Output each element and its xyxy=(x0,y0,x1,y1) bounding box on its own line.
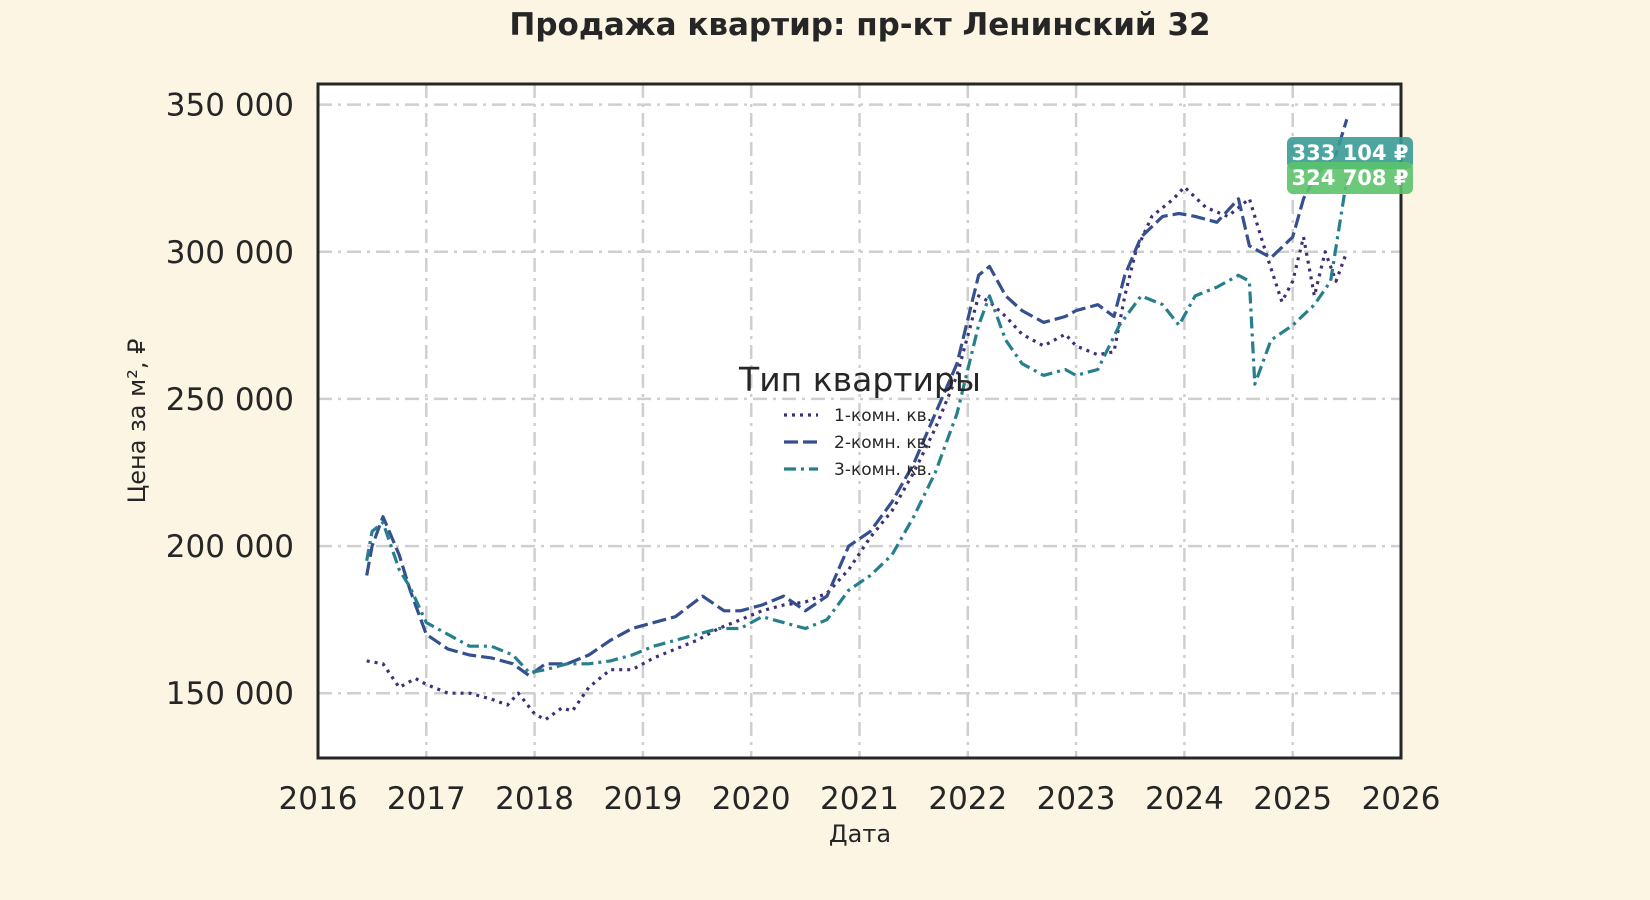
x-tick-label: 2017 xyxy=(387,781,466,817)
x-tick-label: 2020 xyxy=(712,781,791,817)
annotation-label: 333 104 ₽ xyxy=(1292,141,1409,165)
legend-label: 2-комн. кв. xyxy=(834,433,932,453)
x-axis-label: Дата xyxy=(829,820,891,848)
x-tick-label: 2016 xyxy=(279,781,358,817)
series-line-2 xyxy=(365,118,1349,678)
x-axis-ticks: 2016 2017 2018 2019 2020 2021 2022 2023 2024 2025… xyxy=(279,781,1441,817)
line-chart: Продажа квартир: пр-кт Ленинский 32 150 … xyxy=(123,7,1441,848)
series-layer xyxy=(365,118,1349,722)
grid-lines xyxy=(318,84,1401,758)
legend: Тип квартиры 1-комн. кв. 2-комн. кв. 3-ком… xyxy=(738,360,981,480)
series-line-3 xyxy=(365,178,1349,675)
series-line-1 xyxy=(366,185,1349,722)
annotation-label: 324 708 ₽ xyxy=(1292,166,1409,190)
x-tick-label: 2018 xyxy=(495,781,574,817)
x-tick-label: 2026 xyxy=(1362,781,1441,817)
x-tick-label: 2024 xyxy=(1145,781,1224,817)
y-axis-ticks: 150 000 200 000 250 000 300 000 350 000 xyxy=(166,88,294,713)
x-tick-label: 2025 xyxy=(1253,781,1332,817)
x-tick-label: 2022 xyxy=(928,781,1007,817)
plot-frame xyxy=(316,82,1403,760)
chart-container: Продажа квартир: пр-кт Ленинский 32 150 … xyxy=(123,7,1441,848)
legend-label: 3-комн. кв. xyxy=(834,460,932,480)
legend-entries: 1-комн. кв. 2-комн. кв. 3-комн. кв. xyxy=(784,406,932,480)
y-tick-label: 250 000 xyxy=(166,382,294,418)
end-value-annotations: 333 104 ₽324 708 ₽ xyxy=(1287,137,1413,194)
y-tick-label: 150 000 xyxy=(166,676,294,712)
y-tick-label: 350 000 xyxy=(166,88,294,124)
y-tick-label: 200 000 xyxy=(166,529,294,565)
legend-label: 1-комн. кв. xyxy=(834,406,932,426)
annotation-badge xyxy=(1287,162,1413,194)
y-axis-label: Цена за м², ₽ xyxy=(123,339,151,504)
x-tick-label: 2023 xyxy=(1037,781,1116,817)
annotation-badge xyxy=(1287,137,1413,169)
y-tick-label: 300 000 xyxy=(166,235,294,271)
legend-title: Тип квартиры xyxy=(738,360,981,399)
x-tick-label: 2019 xyxy=(603,781,682,817)
chart-title: Продажа квартир: пр-кт Ленинский 32 xyxy=(509,7,1210,43)
x-tick-label: 2021 xyxy=(820,781,899,817)
